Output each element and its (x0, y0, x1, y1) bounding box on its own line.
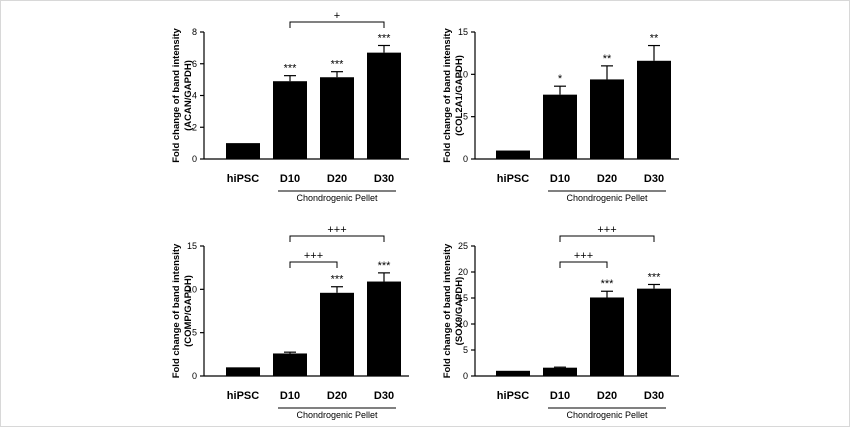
y-axis-title-line: (COL2A1/GAPDH) (454, 55, 465, 136)
y-tick-label: 10 (458, 69, 468, 79)
y-tick-label: 0 (192, 154, 197, 164)
y-axis-title: Fold change of band intensity(COMP/GAPDH… (171, 243, 194, 378)
y-tick-label: 5 (463, 112, 468, 122)
category-label-D20: D20 (597, 390, 617, 402)
comparison-bracket (289, 21, 385, 28)
significance-label: * (558, 73, 563, 85)
bar-D30 (367, 52, 401, 160)
category-label-D30: D30 (644, 173, 664, 185)
bar-hiPSC (496, 370, 530, 376)
category-label-D10: D10 (280, 173, 300, 185)
y-axis-title: Fold change of band intensity(COL2A1/GAP… (442, 27, 465, 162)
group-label: Chondrogenic Pellet (566, 193, 648, 203)
group-label: Chondrogenic Pellet (566, 410, 648, 420)
y-tick-label: 5 (463, 345, 468, 355)
y-axis-title-line: Fold change of band intensity (442, 27, 453, 162)
y-tick-label: 6 (192, 59, 197, 69)
significance-label: *** (284, 63, 298, 75)
category-label-D20: D20 (327, 173, 347, 185)
category-label-D30: D30 (374, 173, 394, 185)
bar-D30 (367, 281, 401, 376)
significance-label: *** (331, 274, 345, 286)
category-label-D20: D20 (327, 390, 347, 402)
y-axis-title-line: Fold change of band intensity (171, 243, 182, 378)
y-axis-title-line: (SOX9/GAPDH) (454, 277, 465, 346)
significance-label: *** (601, 278, 615, 290)
bar-D30 (637, 60, 671, 159)
comparison-label: +++ (574, 250, 593, 262)
category-label-D10: D10 (550, 173, 570, 185)
y-axis-title-line: (ACAN/GAPDH) (183, 60, 194, 131)
y-tick-label: 25 (458, 241, 468, 251)
bar-D20 (590, 79, 624, 159)
comparison-label: +++ (304, 250, 323, 262)
bar-hiPSC (496, 150, 530, 159)
bar-hiPSC (226, 367, 260, 376)
y-tick-label: 15 (187, 241, 197, 251)
y-axis-title: Fold change of band intensity(SOX9/GAPDH… (442, 243, 465, 378)
y-tick-label: 8 (192, 27, 197, 37)
category-label-hiPSC: hiPSC (497, 173, 529, 185)
category-label-hiPSC: hiPSC (227, 173, 259, 185)
bar-D10 (543, 94, 577, 159)
bar-D20 (590, 297, 624, 376)
comparison-label: +++ (327, 224, 346, 236)
y-axis-title-line: Fold change of band intensity (171, 27, 182, 162)
y-tick-label: 0 (463, 371, 468, 381)
group-label: Chondrogenic Pellet (296, 410, 378, 420)
y-tick-label: 20 (458, 267, 468, 277)
bar-D10 (273, 81, 307, 159)
y-tick-label: 10 (458, 319, 468, 329)
comparison-bracket (289, 261, 338, 268)
category-label-hiPSC: hiPSC (497, 390, 529, 402)
bar-D20 (320, 77, 354, 159)
y-axis-title-line: (COMP/GAPDH) (183, 275, 194, 347)
comparison-bracket (559, 235, 655, 242)
significance-label: *** (331, 59, 345, 71)
significance-label: ** (650, 33, 659, 45)
category-label-D10: D10 (550, 390, 570, 402)
significance-label: *** (378, 32, 392, 44)
y-tick-label: 0 (192, 371, 197, 381)
comparison-bracket (289, 235, 385, 242)
comparison-label: +++ (597, 224, 616, 236)
bar-D10 (543, 367, 577, 376)
significance-label: *** (648, 271, 662, 283)
category-label-D30: D30 (374, 390, 394, 402)
y-tick-label: 4 (192, 91, 197, 101)
y-tick-label: 2 (192, 122, 197, 132)
group-label: Chondrogenic Pellet (296, 193, 378, 203)
y-tick-label: 5 (192, 328, 197, 338)
bar-D20 (320, 292, 354, 376)
category-label-D10: D10 (280, 390, 300, 402)
bar-hiPSC (226, 143, 260, 159)
category-label-D20: D20 (597, 173, 617, 185)
category-label-hiPSC: hiPSC (227, 390, 259, 402)
y-tick-label: 15 (458, 293, 468, 303)
category-label-D30: D30 (644, 390, 664, 402)
comparison-bracket (559, 261, 608, 268)
y-axis-title: Fold change of band intensity(ACAN/GAPDH… (171, 27, 194, 162)
bar-D10 (273, 353, 307, 376)
significance-label: *** (378, 260, 392, 272)
bar-D30 (637, 288, 671, 376)
y-tick-label: 10 (187, 284, 197, 294)
y-tick-label: 15 (458, 27, 468, 37)
significance-label: ** (603, 53, 612, 65)
y-axis-title-line: Fold change of band intensity (442, 243, 453, 378)
comparison-label: + (334, 10, 340, 22)
y-tick-label: 0 (463, 154, 468, 164)
